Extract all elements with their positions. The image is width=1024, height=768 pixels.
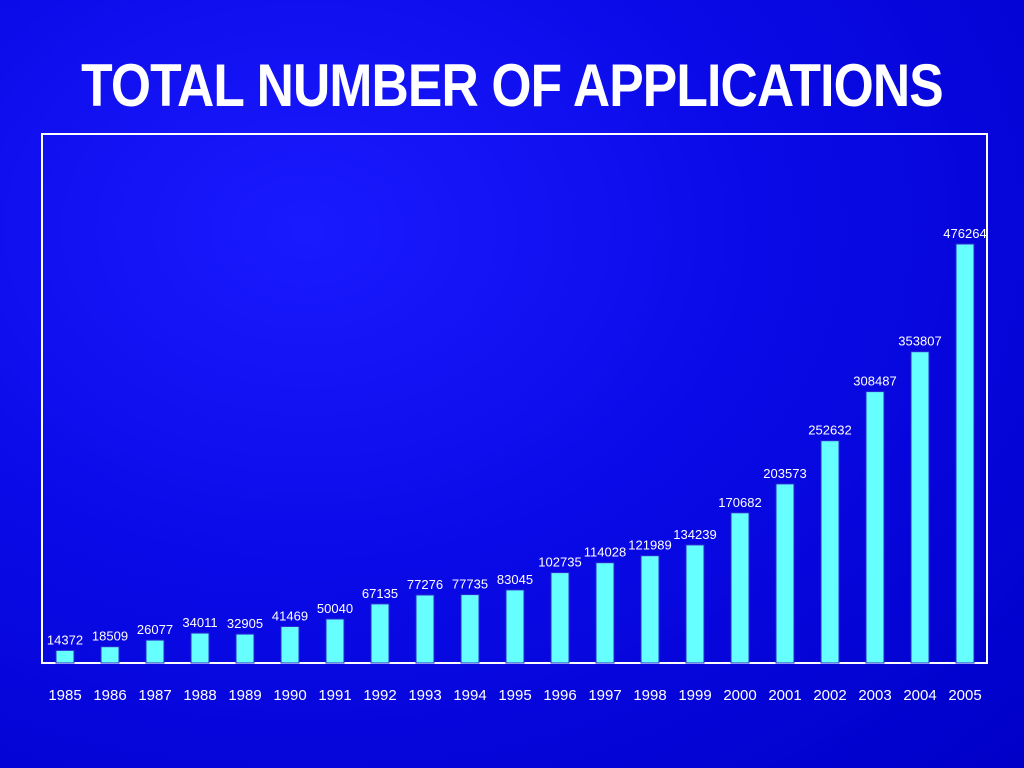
value-label-1990: 41469 (272, 609, 308, 624)
bar-1998 (640, 555, 660, 664)
value-label-1992: 67135 (362, 586, 398, 601)
bar-2003 (865, 391, 885, 664)
x-tick-label-1998: 1998 (633, 687, 666, 704)
value-label-1997: 114028 (584, 545, 626, 560)
x-tick-label-1992: 1992 (363, 687, 396, 704)
value-label-1989: 32905 (227, 616, 263, 631)
value-label-1996: 102735 (538, 555, 581, 570)
value-label-2000: 170682 (718, 495, 761, 510)
slide-title: TOTAL NUMBER OF APPLICATIONS (81, 52, 944, 119)
x-tick-label-1993: 1993 (408, 687, 441, 704)
x-tick-label-2001: 2001 (768, 687, 801, 704)
value-label-2004: 353807 (898, 334, 941, 349)
bar-2000 (730, 512, 750, 664)
x-tick-label-1990: 1990 (273, 687, 306, 704)
bar-1987 (145, 639, 165, 664)
x-tick-label-2000: 2000 (723, 687, 756, 704)
value-label-2003: 308487 (853, 374, 896, 389)
bar-2002 (820, 440, 840, 664)
value-label-1998: 121989 (628, 538, 671, 553)
value-labels-group: 14372 18509 26077 34011 32905 41469 50040 67135… (47, 226, 987, 647)
value-label-1988: 34011 (182, 615, 217, 630)
bar-2005 (955, 243, 975, 664)
bar-2004 (910, 351, 930, 664)
x-tick-label-2005: 2005 (948, 687, 981, 704)
x-tick-label-1991: 1991 (318, 687, 351, 704)
value-label-1986: 18509 (92, 629, 128, 644)
x-tick-labels-group: 1985 1986 1987 1988 1989 1990 1991 1992 1993 1994… (48, 687, 981, 704)
bar-2001 (775, 483, 795, 664)
x-tick-label-1986: 1986 (93, 687, 126, 704)
bar-1988 (190, 632, 210, 664)
value-label-1985: 14372 (47, 632, 83, 647)
value-label-1999: 134239 (673, 527, 716, 542)
x-tick-label-2003: 2003 (858, 687, 891, 704)
bar-1990 (280, 626, 300, 664)
value-label-2002: 252632 (808, 423, 851, 438)
bar-1995 (505, 589, 525, 664)
bars-group (55, 243, 975, 664)
bar-1994 (460, 594, 480, 664)
x-tick-label-1988: 1988 (183, 687, 216, 704)
bar-1997 (595, 562, 615, 664)
x-tick-label-1995: 1995 (498, 687, 531, 704)
x-tick-label-1989: 1989 (228, 687, 261, 704)
value-label-1993: 77276 (407, 577, 443, 592)
x-tick-label-1985: 1985 (48, 687, 81, 704)
value-label-1994: 77735 (452, 577, 488, 592)
bar-1991 (325, 618, 345, 664)
value-label-2005: 476264 (943, 226, 986, 241)
x-tick-label-1994: 1994 (453, 687, 486, 704)
value-label-2001: 203573 (763, 466, 806, 481)
value-label-1987: 26077 (137, 622, 173, 637)
x-tick-label-1987: 1987 (138, 687, 171, 704)
x-tick-label-1999: 1999 (678, 687, 711, 704)
bar-1985 (55, 649, 75, 664)
bar-1989 (235, 633, 255, 664)
bar-1999 (685, 544, 705, 664)
bar-1992 (370, 603, 390, 664)
value-label-1991: 50040 (317, 601, 353, 616)
x-tick-label-2004: 2004 (903, 687, 936, 704)
x-tick-label-1997: 1997 (588, 687, 621, 704)
bar-1986 (100, 646, 120, 664)
x-tick-label-1996: 1996 (543, 687, 576, 704)
x-tick-label-2002: 2002 (813, 687, 846, 704)
bar-1993 (415, 594, 435, 664)
value-label-1995: 83045 (497, 572, 533, 587)
bar-1996 (550, 572, 570, 664)
